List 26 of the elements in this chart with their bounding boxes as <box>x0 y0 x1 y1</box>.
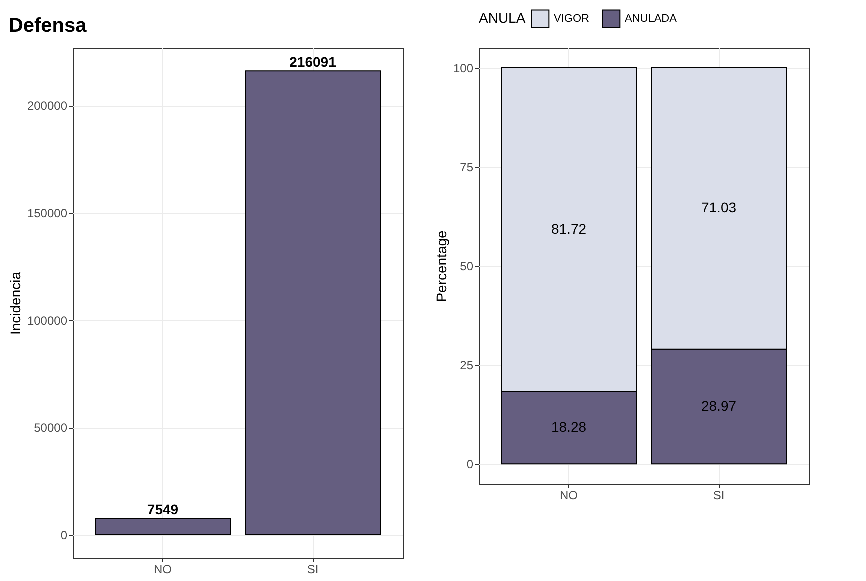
legend-label: VIGOR <box>554 12 590 25</box>
y-tick-label: 200000 <box>27 99 68 114</box>
chart-title: Defensa <box>8 15 88 37</box>
legend-title: ANULA <box>479 10 526 26</box>
y-tick-label: 100000 <box>27 314 68 328</box>
data-label: 71.03 <box>701 200 737 216</box>
y-tick-label: 25 <box>460 358 474 373</box>
y-tick-label: 0 <box>466 458 474 472</box>
data-label: 81.72 <box>551 220 587 237</box>
x-tick-label: SI <box>713 488 725 502</box>
data-label: 18.28 <box>551 418 587 435</box>
y-tick-label: 75 <box>460 160 474 174</box>
legend-label: ANULADA <box>625 12 678 25</box>
data-label: 28.97 <box>701 398 737 414</box>
y-axis-title: Incidencia <box>7 272 24 336</box>
y-tick-label: 0 <box>60 528 68 542</box>
y-tick-label: 50 <box>460 260 474 274</box>
y-tick-label: 50000 <box>34 421 68 436</box>
data-label: 216091 <box>290 54 337 70</box>
x-tick-label: NO <box>560 488 578 502</box>
y-tick-label: 150000 <box>27 206 68 220</box>
y-tick-label: 100 <box>453 61 474 76</box>
data-label: 7549 <box>147 502 179 518</box>
x-tick-label: SI <box>307 562 319 576</box>
x-tick-label: NO <box>154 562 172 576</box>
y-axis-title: Percentage <box>433 230 450 302</box>
